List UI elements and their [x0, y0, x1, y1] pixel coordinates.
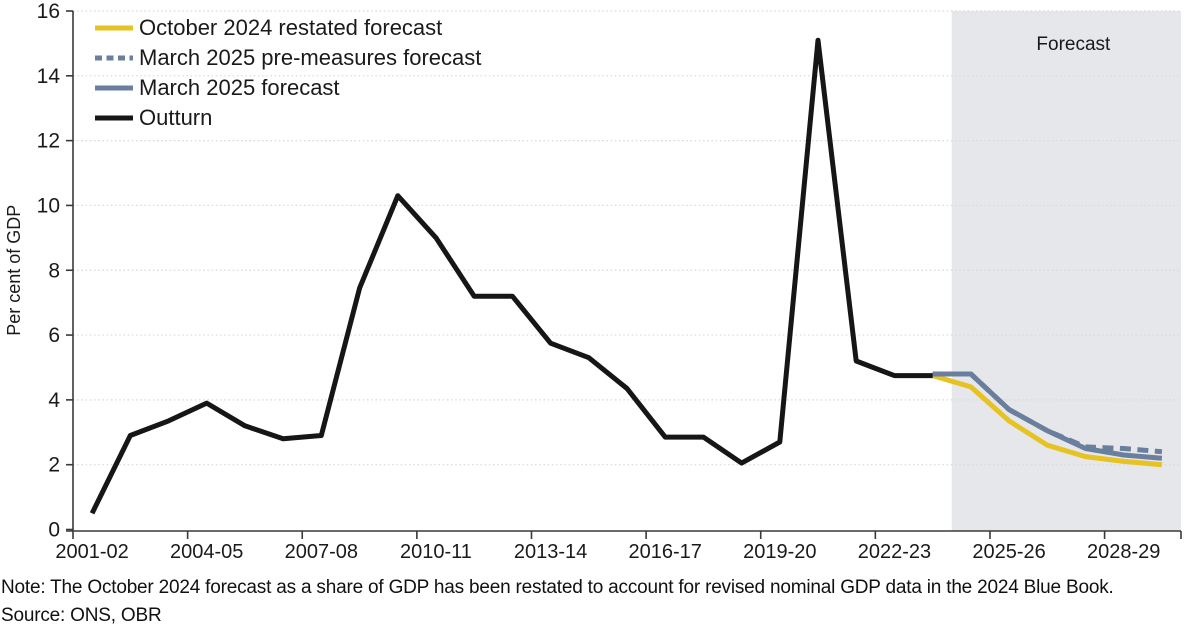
x-axis-label: 2016-17 [629, 541, 702, 563]
forecast-band [951, 11, 1181, 531]
y-axis-title: Per cent of GDP [4, 205, 24, 336]
y-axis-label: 14 [37, 65, 61, 88]
x-axis-label: 2007-08 [285, 541, 358, 563]
series-line-outturn [89, 37, 933, 515]
chart-source: Source: ONS, OBR [1, 605, 162, 626]
forecast-region-label: Forecast [1036, 34, 1111, 55]
y-axis-label: 4 [48, 389, 60, 412]
x-axis-label: 2004-05 [170, 541, 243, 563]
y-axis-label: 8 [48, 259, 60, 282]
y-axis-label: 16 [37, 0, 60, 23]
x-axis-label: 2010-11 [400, 541, 472, 563]
y-axis-label: 10 [37, 194, 60, 217]
chart-note: Note: The October 2024 forecast as a sha… [1, 577, 1114, 598]
legend-label-october-2024-restated-forecast: October 2024 restated forecast [139, 15, 442, 40]
y-axis-label: 6 [48, 324, 60, 347]
x-axis-label: 2022-23 [858, 541, 931, 563]
series-line-march-2025-pre-measures-forecast [932, 371, 1163, 455]
x-axis-label: 2019-20 [743, 541, 816, 563]
legend-label-march-2025-forecast: March 2025 forecast [139, 75, 340, 100]
x-axis-label: 2001-02 [55, 541, 128, 563]
series-line-october-2024-restated-forecast [931, 373, 1163, 468]
y-axis-label: 12 [37, 130, 60, 153]
legend-label-march-2025-pre-measures-forecast: March 2025 pre-measures forecast [139, 45, 481, 70]
x-axis-label: 2028-29 [1087, 541, 1160, 563]
borrowing-line-chart: 0 2 4 6 8 10 12 14 16 2001-02 2004-05 2007-08 2010-1… [4, 0, 1182, 563]
x-axis-label: 2025-26 [972, 541, 1045, 563]
y-axis-label: 2 [48, 454, 60, 477]
y-axis-label: 0 [48, 519, 60, 542]
legend-label-outturn: Outturn [139, 105, 212, 130]
x-axis-label: 2013-14 [514, 541, 587, 563]
